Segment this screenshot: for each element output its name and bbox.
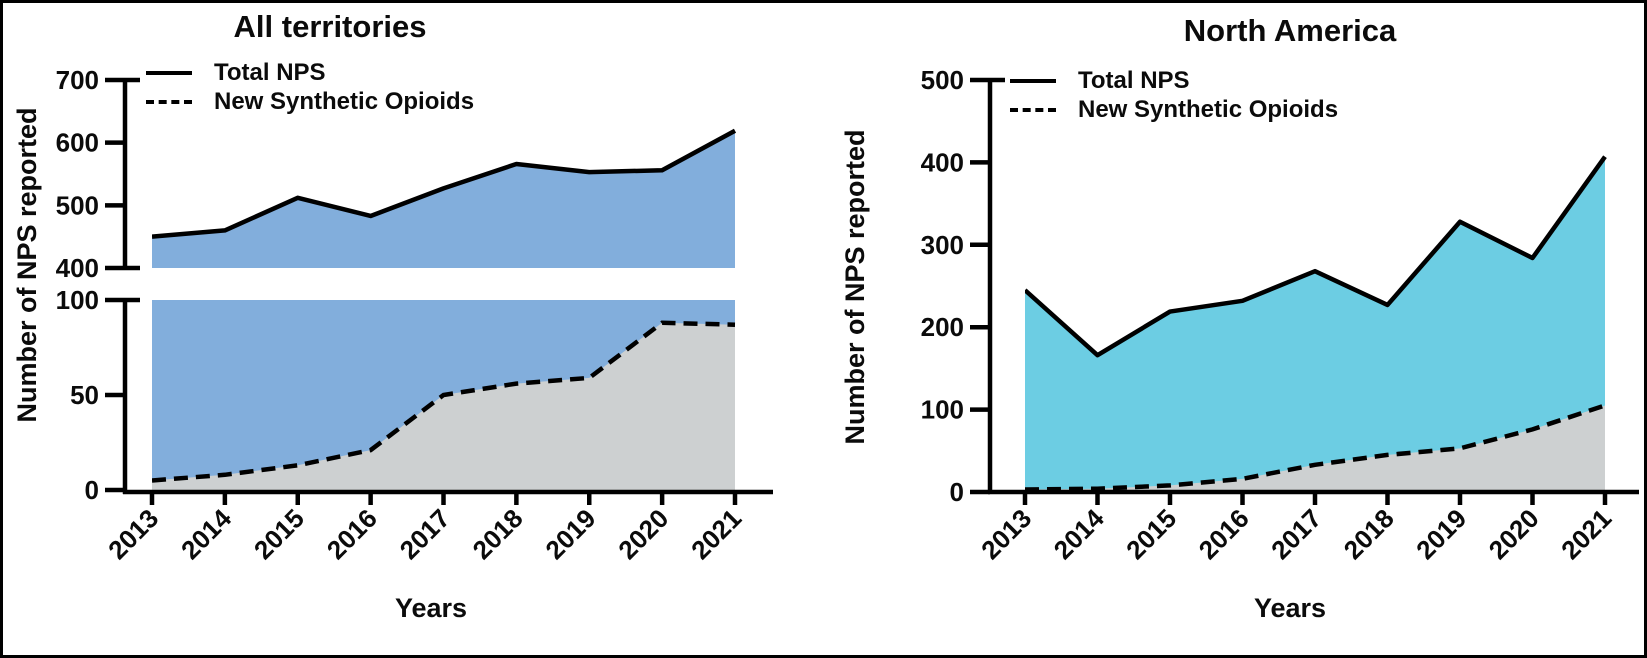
legend-label-new-synthetic-opioids: New Synthetic Opioids <box>214 87 475 115</box>
nso-line <box>152 320 736 483</box>
x-tick-label: 2013 <box>975 503 1037 565</box>
chart-title-north-america: North America <box>1183 13 1397 48</box>
x-tick-label: 2017 <box>1265 503 1327 565</box>
dashed-line-swatch <box>1010 107 1056 112</box>
x-tick-label: 2019 <box>539 503 601 565</box>
y-tick-label: 500 <box>56 190 99 220</box>
x-tick-label: 2018 <box>467 503 529 565</box>
x-tick-label: 2021 <box>685 503 747 565</box>
y-tick-label: 0 <box>950 477 964 507</box>
y-tick-label: 300 <box>921 230 964 260</box>
segment-group <box>152 128 737 268</box>
legend-label-new-synthetic-opioids: New Synthetic Opioids <box>1078 95 1339 123</box>
legend-all-territories: Total NPS New Synthetic Opioids <box>146 58 474 116</box>
x-tick-label: 2018 <box>1338 503 1400 565</box>
x-tick-label: 2015 <box>1120 503 1182 565</box>
total-nps-line <box>152 128 737 239</box>
nso-line <box>1025 403 1606 492</box>
total-nps-line <box>1025 155 1607 358</box>
nso-area <box>152 322 735 490</box>
x-tick-label: 2019 <box>1410 503 1472 565</box>
total-nps-area <box>152 130 735 268</box>
x-tick-label: 2014 <box>175 503 237 565</box>
dashed-line-swatch <box>146 99 192 104</box>
legend-label-total-nps: Total NPS <box>1078 66 1190 94</box>
y-tick-label: 500 <box>921 65 964 95</box>
legend-item-total-nps: Total NPS <box>146 58 474 87</box>
x-axis-title-north-america: Years <box>1253 593 1327 623</box>
x-tick-label: 2013 <box>102 503 164 565</box>
x-tick-label: 2016 <box>321 503 383 565</box>
y-tick-label: 100 <box>921 395 964 425</box>
segment-group <box>1025 155 1607 492</box>
y-tick-label: 700 <box>56 65 99 95</box>
solid-line-swatch <box>1010 78 1056 83</box>
y-tick-label: 600 <box>56 128 99 158</box>
x-tick-label: 2020 <box>612 503 674 565</box>
x-tick-label: 2017 <box>394 503 456 565</box>
legend-item-total-nps: Total NPS <box>1010 66 1338 95</box>
y-tick-label: 400 <box>56 253 99 283</box>
y-tick-label: 400 <box>921 147 964 177</box>
y-tick-label: 100 <box>56 285 99 315</box>
legend-item-new-synthetic-opioids: New Synthetic Opioids <box>146 87 474 116</box>
x-tick-label: 2021 <box>1555 503 1617 565</box>
segment-group <box>152 300 736 490</box>
y-tick-label: 200 <box>921 312 964 342</box>
solid-line-swatch <box>146 70 192 75</box>
legend-item-new-synthetic-opioids: New Synthetic Opioids <box>1010 95 1338 124</box>
legend-label-total-nps: Total NPS <box>214 58 326 86</box>
y-axis-title-north-america: Number of NPS reported <box>840 129 870 445</box>
total-nps-area <box>1025 156 1605 492</box>
legend-north-america: Total NPS New Synthetic Opioids <box>1010 66 1338 124</box>
x-tick-label: 2015 <box>248 503 310 565</box>
chart-title-all-territories: All territories <box>233 9 427 44</box>
x-tick-label: 2016 <box>1193 503 1255 565</box>
y-axis-title-all-territories: Number of NPS reported <box>12 107 42 423</box>
y-tick-label: 0 <box>85 475 99 505</box>
nso-area <box>1025 405 1605 492</box>
x-tick-label: 2014 <box>1048 503 1110 565</box>
x-tick-label: 2020 <box>1483 503 1545 565</box>
y-tick-label: 50 <box>70 380 99 410</box>
x-axis-title-all-territories: Years <box>394 593 468 623</box>
